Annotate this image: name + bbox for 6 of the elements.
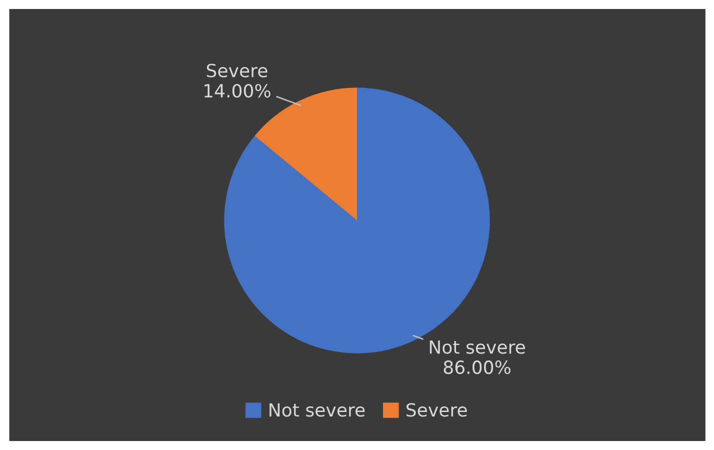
slice-label: Severe (206, 64, 268, 78)
legend-label: Severe (406, 403, 467, 417)
slice-label: Not severe (430, 340, 525, 354)
data-label: 86.00% (444, 360, 510, 374)
data-label: 14.00% (204, 84, 270, 98)
legend-label: Not severe (270, 403, 365, 417)
